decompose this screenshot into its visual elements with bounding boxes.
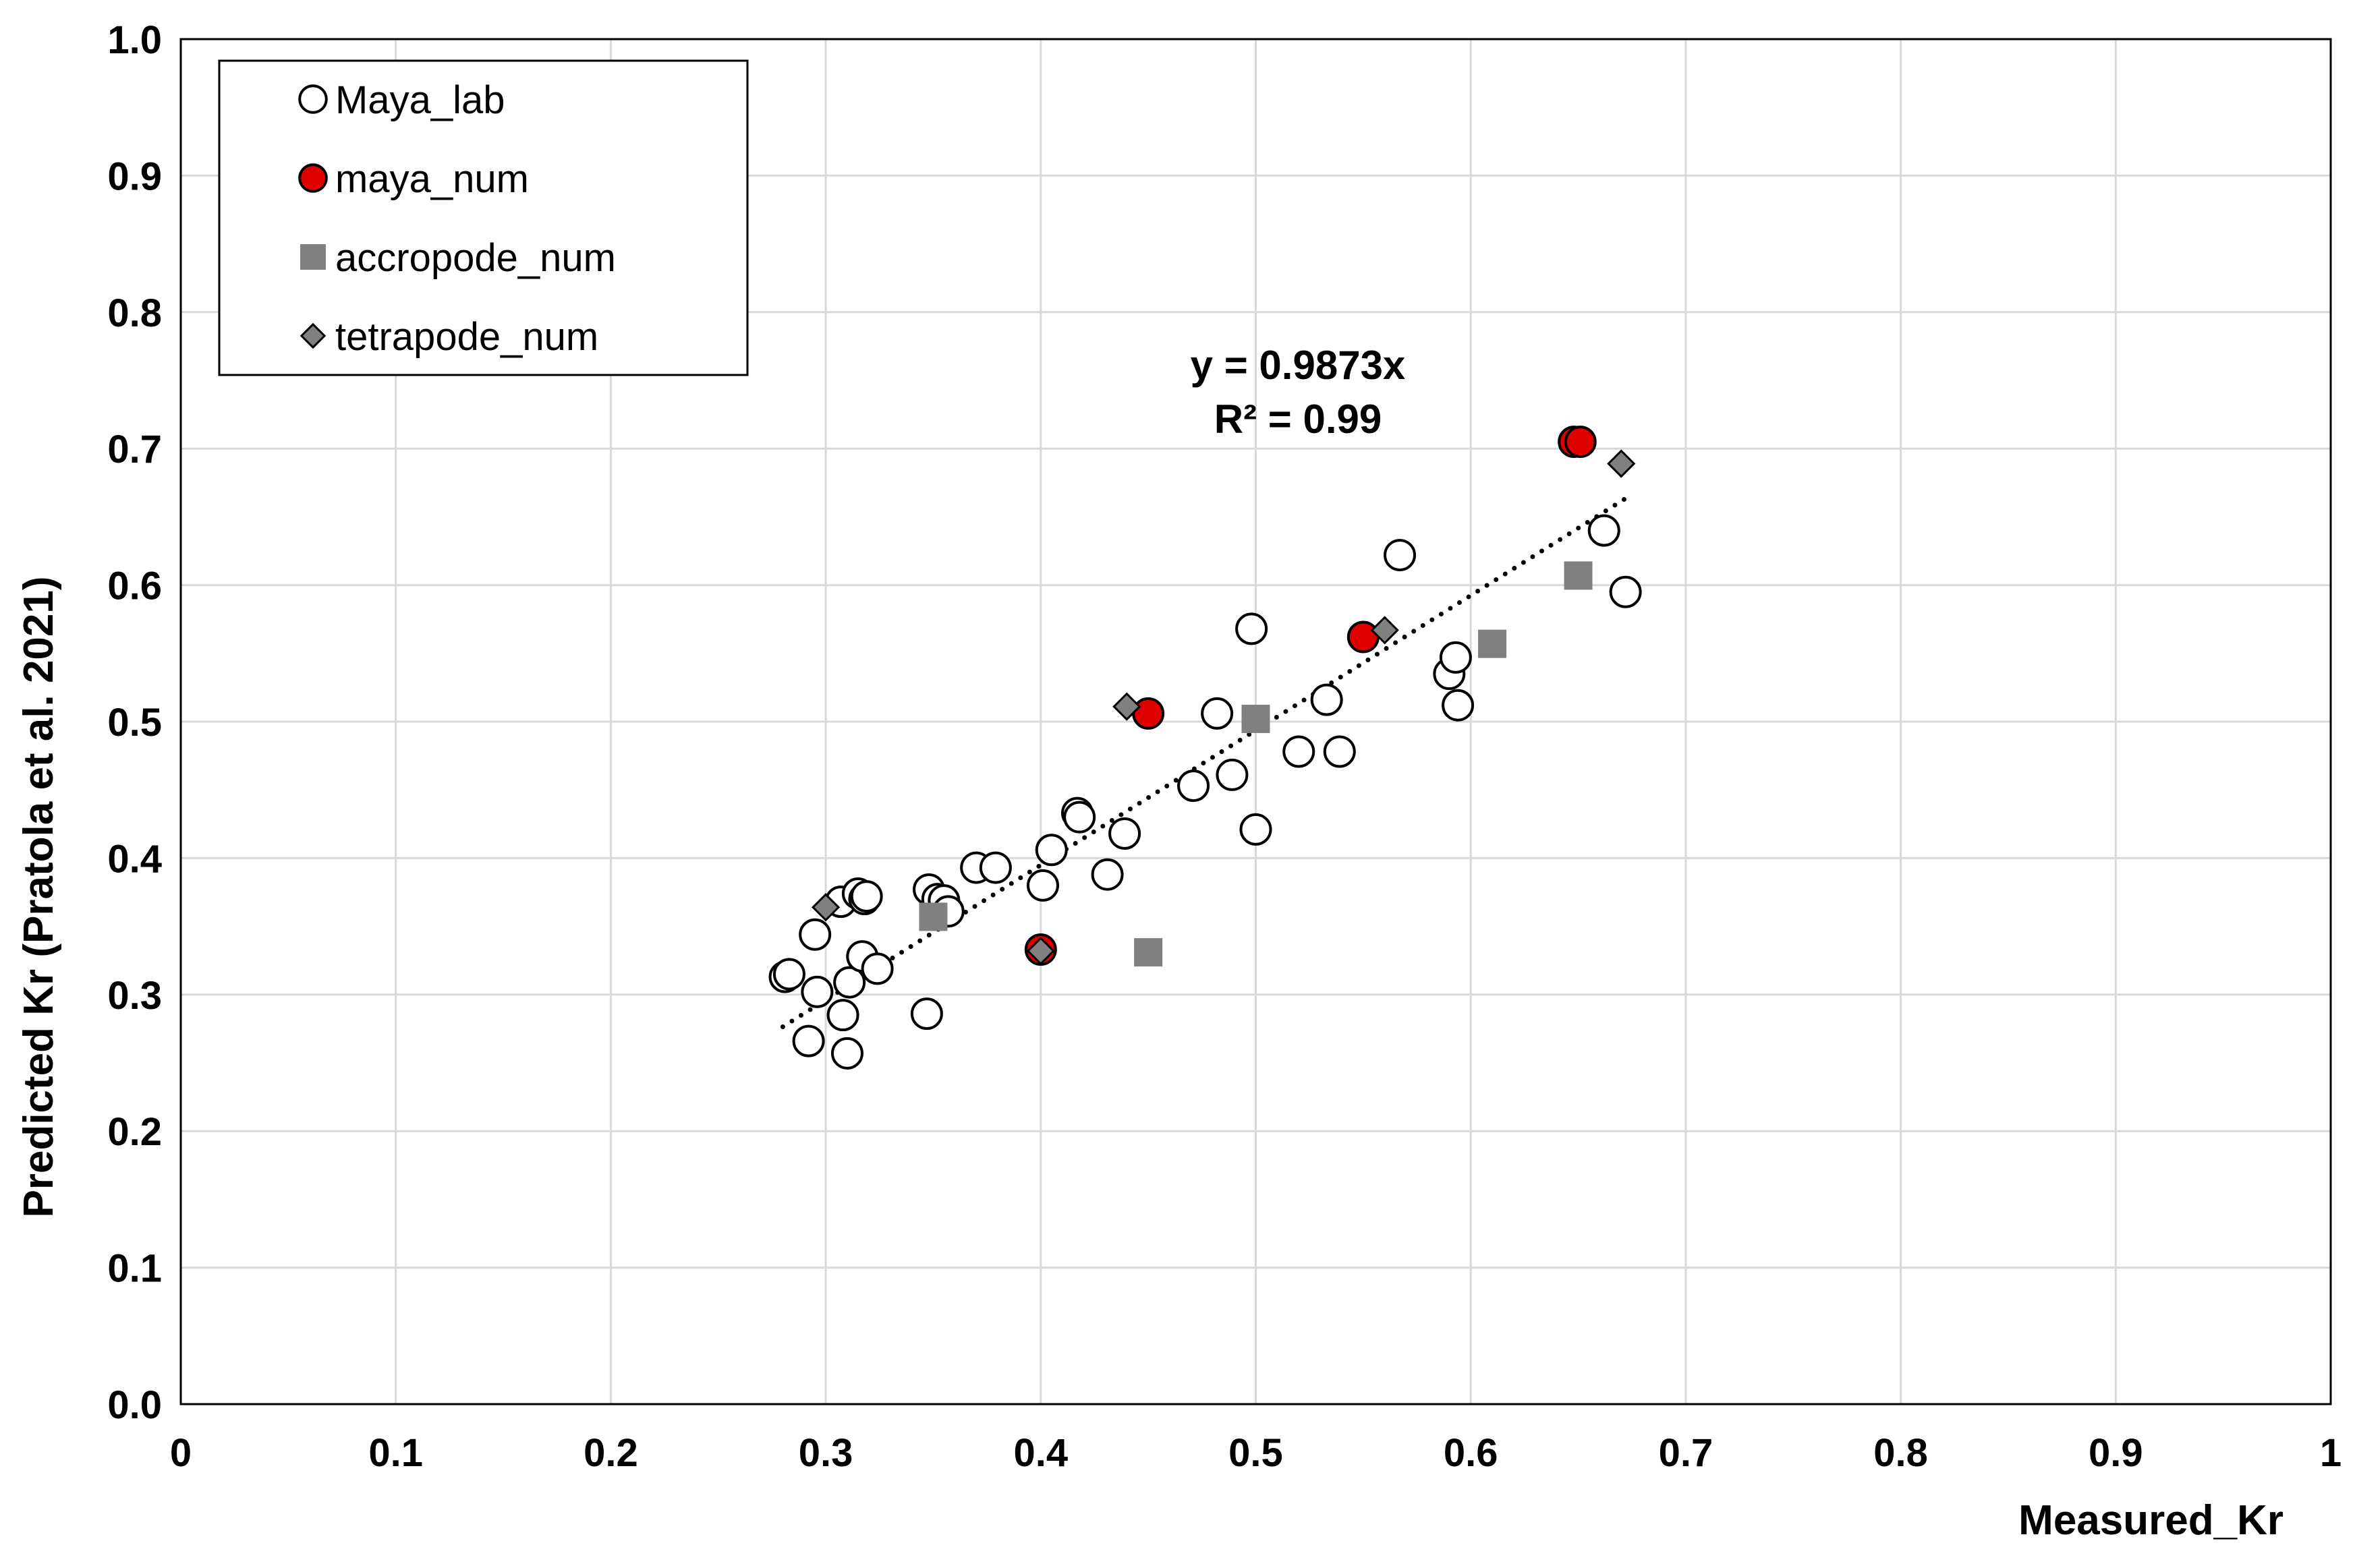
y-tick-label: 0.1 [107, 1247, 162, 1291]
legend-label: Maya_lab [335, 78, 505, 122]
legend-item: accropode_num [300, 236, 616, 280]
x-tick-label: 0.1 [368, 1431, 423, 1475]
data-point [1323, 735, 1356, 768]
data-points [768, 426, 1642, 1070]
data-point [826, 999, 859, 1032]
data-point [919, 902, 948, 931]
data-point [1607, 449, 1636, 478]
series-accropode-num [919, 561, 1593, 967]
y-tick-label: 1.0 [107, 18, 162, 62]
data-point [1346, 620, 1380, 654]
data-point [1201, 697, 1234, 730]
data-point [772, 958, 805, 991]
data-point [833, 966, 866, 999]
legend-marker [298, 163, 328, 193]
series-tetrapode-num [811, 449, 1636, 966]
data-point [1108, 817, 1141, 850]
data-point [1384, 539, 1417, 572]
legend-marker [300, 322, 327, 349]
data-point [1564, 561, 1593, 590]
data-point [1239, 813, 1272, 846]
y-tick-label: 0.5 [107, 701, 162, 745]
x-tick-label: 0.8 [1873, 1431, 1928, 1475]
data-point [861, 952, 894, 985]
data-point [1177, 770, 1210, 803]
legend-label: maya_num [335, 157, 529, 201]
trendline-r-squared: R² = 0.99 [1214, 397, 1382, 442]
data-point [830, 1037, 863, 1070]
x-tick-label: 1 [2320, 1431, 2342, 1475]
y-tick-label: 0.7 [107, 428, 162, 471]
legend: Maya_lab maya_num accropode_num tetrapode_n… [218, 59, 749, 376]
x-tick-label: 0.4 [1013, 1431, 1068, 1475]
data-point [801, 975, 834, 1008]
data-point [1370, 616, 1399, 645]
data-point [1609, 575, 1642, 608]
data-point [792, 1024, 825, 1057]
data-point [1442, 689, 1475, 722]
legend-marker [298, 84, 328, 114]
data-point [979, 851, 1012, 884]
series-maya-num [1024, 426, 1597, 966]
data-point [910, 997, 943, 1030]
x-axis-tick-labels: 0 0.1 0.2 0.3 0.4 0.5 0.6 0.7 0.8 0.9 1 [170, 1431, 2342, 1475]
data-point [1478, 629, 1507, 658]
y-tick-label: 0.3 [107, 974, 162, 1018]
x-tick-label: 0.5 [1228, 1431, 1283, 1475]
y-tick-label: 0.6 [107, 564, 162, 608]
data-point [1026, 936, 1055, 966]
legend-label: accropode_num [335, 236, 616, 280]
x-axis-title: Measured_Kr [2018, 1497, 2283, 1544]
data-point [1216, 758, 1249, 791]
data-point [1063, 801, 1096, 834]
y-axis-tick-labels: 0.0 0.1 0.2 0.3 0.4 0.5 0.6 0.7 0.8 0.9 1.0 [107, 18, 162, 1427]
data-point [1241, 704, 1270, 733]
data-point [1112, 692, 1141, 721]
data-point [1310, 683, 1343, 716]
legend-item: maya_num [298, 157, 529, 201]
legend-item: tetrapode_num [300, 315, 598, 359]
data-point [811, 893, 841, 922]
data-point [850, 880, 883, 913]
data-point [1026, 869, 1059, 902]
x-tick-label: 0.3 [799, 1431, 853, 1475]
data-point [1035, 834, 1068, 867]
legend-label: tetrapode_num [335, 315, 598, 359]
y-tick-label: 0.2 [107, 1110, 162, 1154]
plot-area-frame [179, 38, 2332, 1405]
data-point [1235, 612, 1268, 645]
trendline-equation: y = 0.9873x [1191, 343, 1406, 388]
legend-marker [300, 244, 326, 270]
legend-items: Maya_lab maya_num accropode_num tetrapode_n… [298, 78, 616, 359]
y-tick-label: 0.0 [107, 1383, 162, 1427]
data-point [1091, 858, 1124, 891]
trendline-group [780, 496, 1628, 1029]
data-point [1587, 514, 1620, 547]
data-point [799, 918, 832, 951]
y-tick-label: 0.8 [107, 291, 162, 335]
data-point [1564, 426, 1597, 459]
data-point [1134, 938, 1163, 967]
x-tick-label: 0.9 [2089, 1431, 2143, 1475]
x-tick-label: 0 [170, 1431, 192, 1475]
y-axis-title: Predicted Kr (Pratola et al. 2021) [16, 576, 62, 1217]
x-tick-label: 0.7 [1659, 1431, 1713, 1475]
y-tick-label: 0.4 [107, 837, 162, 881]
legend-box [218, 59, 749, 376]
y-tick-label: 0.9 [107, 154, 162, 198]
x-tick-label: 0.6 [1444, 1431, 1498, 1475]
data-point [1439, 641, 1472, 674]
trendline [780, 496, 1628, 1029]
data-point [1282, 735, 1315, 768]
data-point [1132, 697, 1165, 730]
legend-item: Maya_lab [298, 78, 505, 122]
x-tick-label: 0.2 [584, 1431, 638, 1475]
